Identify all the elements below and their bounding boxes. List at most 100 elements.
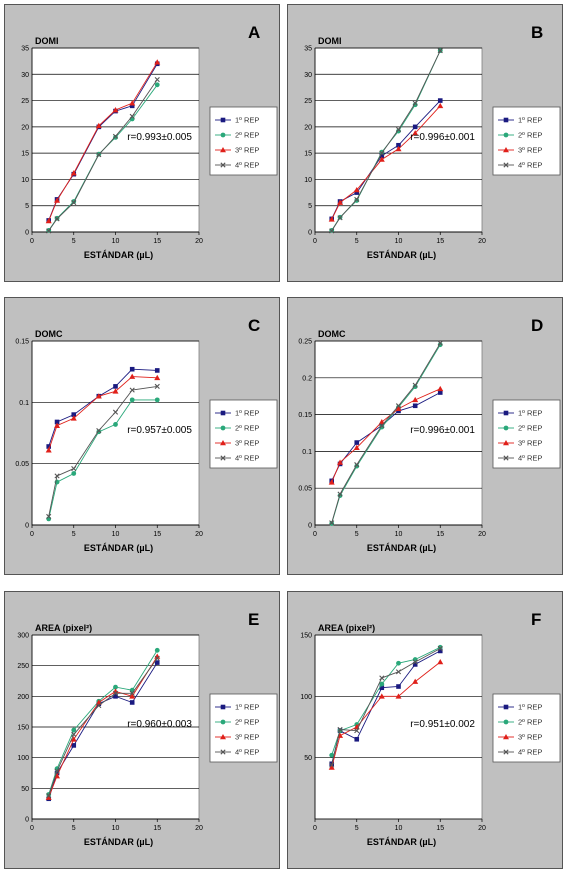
data-point-3-e [70, 736, 77, 742]
series-4-group-d [329, 340, 443, 526]
data-point-1-b [437, 98, 443, 103]
data-point-4-e [112, 690, 119, 696]
data-point-3-b [353, 186, 360, 193]
chart-title-a: DOMI [35, 36, 59, 46]
data-point-4-f [395, 669, 402, 675]
data-point-4-d [354, 462, 360, 468]
data-point-4-f [354, 728, 360, 734]
legend-label-2-e: 2º REP [235, 718, 259, 727]
data-point-1-b [412, 124, 418, 130]
chart-svg-e: 0 50 100 150 200 250 300 0 5 10 15 20 r=0.960±0.003 A… [17, 610, 278, 847]
legend-label-1-f: 1º REP [518, 703, 542, 712]
data-point-4-b [395, 126, 402, 133]
correlation-label-d: r=0.996±0.001 [410, 425, 475, 436]
series-4-group-a [46, 76, 160, 234]
x-tick-label-a: 20 [195, 238, 203, 245]
data-point-4-c [54, 473, 60, 479]
data-point-4-a [54, 216, 60, 222]
data-point-2-c [154, 397, 160, 403]
legend-label-3-e: 3º REP [235, 733, 259, 742]
legend-marker-1-a [220, 117, 226, 123]
chart-panel-f: 50 100 150 0 5 10 15 20 r=0.951±0.002 AREA (pixel… [287, 591, 563, 869]
data-point-4-b [337, 215, 343, 221]
chart-svg-c: 0 0.05 0.1 0.15 0 5 10 15 20 r=0.957±0.005 DOMC C ES… [15, 316, 278, 553]
y-tick-label-f: 150 [300, 633, 312, 640]
legend-label-3-d: 3º REP [518, 439, 542, 448]
data-point-4-f [412, 659, 418, 665]
data-point-3-e [129, 693, 136, 699]
data-point-4-c [71, 465, 77, 472]
legend-label-4-e: 4º REP [235, 748, 259, 757]
x-axis-label-c: ESTÁNDAR (µL) [84, 543, 153, 553]
data-point-2-e [113, 684, 118, 690]
data-point-2-c [113, 422, 118, 427]
legend-marker-4-e [220, 749, 226, 755]
legend-f: 1º REP 2º REP 3º REP 4º REP [492, 693, 561, 763]
legend-marker-2-b [503, 132, 509, 138]
x-tick-label-b: 10 [395, 238, 403, 245]
correlation-label-e: r=0.960±0.003 [127, 719, 192, 730]
data-point-3-d [337, 459, 344, 465]
legend-label-3-a: 3º REP [235, 146, 259, 155]
legend-label-2-c: 2º REP [235, 424, 259, 433]
legend-marker-3-c [220, 440, 226, 446]
legend-label-2-f: 2º REP [518, 718, 542, 727]
y-tick-label-c: 0.05 [15, 461, 29, 468]
x-tick-label-a: 10 [112, 238, 120, 245]
panel-letter-d: D [531, 316, 543, 335]
data-point-3-a [45, 217, 52, 224]
data-point-4-e [54, 768, 60, 774]
x-tick-label-c: 5 [72, 531, 76, 538]
data-point-1-a [129, 103, 135, 109]
x-tick-label-d: 15 [436, 531, 444, 538]
data-point-1-c [46, 444, 51, 449]
data-point-4-d [379, 423, 385, 429]
data-point-1-c [71, 412, 77, 417]
series-4-group-b [329, 48, 443, 234]
data-point-1-c [129, 366, 135, 372]
legend-marker-2-f [503, 719, 509, 725]
y-tick-label-b: 20 [304, 124, 312, 131]
series-4-group-e [46, 655, 160, 799]
y-tick-label-a: 10 [21, 177, 29, 184]
x-axis-label-e: ESTÁNDAR (µL) [84, 837, 153, 847]
legend-label-3-b: 3º REP [518, 146, 542, 155]
y-tick-label-c: 0 [25, 523, 29, 530]
data-point-3-b [378, 156, 385, 162]
data-point-1-e [113, 694, 118, 699]
data-point-3-b [337, 199, 344, 205]
data-point-4-f [329, 762, 335, 768]
legend-label-4-c: 4º REP [235, 454, 259, 463]
data-point-1-e [154, 660, 160, 665]
x-axis-label-f: ESTÁNDAR (µL) [367, 837, 436, 847]
legend-marker-4-a [220, 162, 226, 168]
y-tick-label-d: 0.05 [298, 486, 312, 493]
legend-marker-4-b [503, 162, 509, 168]
data-point-1-c [54, 419, 60, 425]
data-point-2-c [129, 397, 135, 403]
x-tick-label-d: 5 [355, 531, 359, 538]
chart-panel-a: 0 5 10 15 20 25 30 35 0 5 10 15 20 r=0.993±0.005 DOMI A… [4, 4, 280, 282]
x-tick-label-d: 20 [478, 531, 486, 538]
chart-title-b: DOMI [318, 36, 342, 46]
chart-svg-b: 0 5 10 15 20 25 30 35 0 5 10 15 20 r=0.996±0.001 DOMI B… [304, 23, 561, 260]
y-tick-label-e: 300 [17, 633, 29, 640]
chart-title-e: AREA (pixel²) [35, 623, 92, 633]
data-point-1-b [354, 190, 360, 195]
data-point-2-a [113, 134, 118, 140]
data-point-1-d [437, 390, 443, 395]
legend-marker-2-d [503, 425, 509, 431]
data-point-2-b [396, 128, 401, 134]
data-point-2-d [412, 384, 418, 390]
y-tick-label-e: 150 [17, 725, 29, 732]
data-point-4-e [129, 690, 135, 696]
x-tick-label-b: 15 [436, 238, 444, 245]
data-point-4-e [154, 655, 160, 661]
data-point-4-d [437, 340, 443, 346]
x-tick-label-a: 0 [30, 238, 34, 245]
data-point-4-f [437, 645, 443, 652]
y-tick-label-c: 0.15 [15, 339, 29, 346]
data-point-4-e [46, 793, 52, 799]
data-point-3-c [129, 373, 136, 379]
data-point-2-f [437, 644, 443, 650]
